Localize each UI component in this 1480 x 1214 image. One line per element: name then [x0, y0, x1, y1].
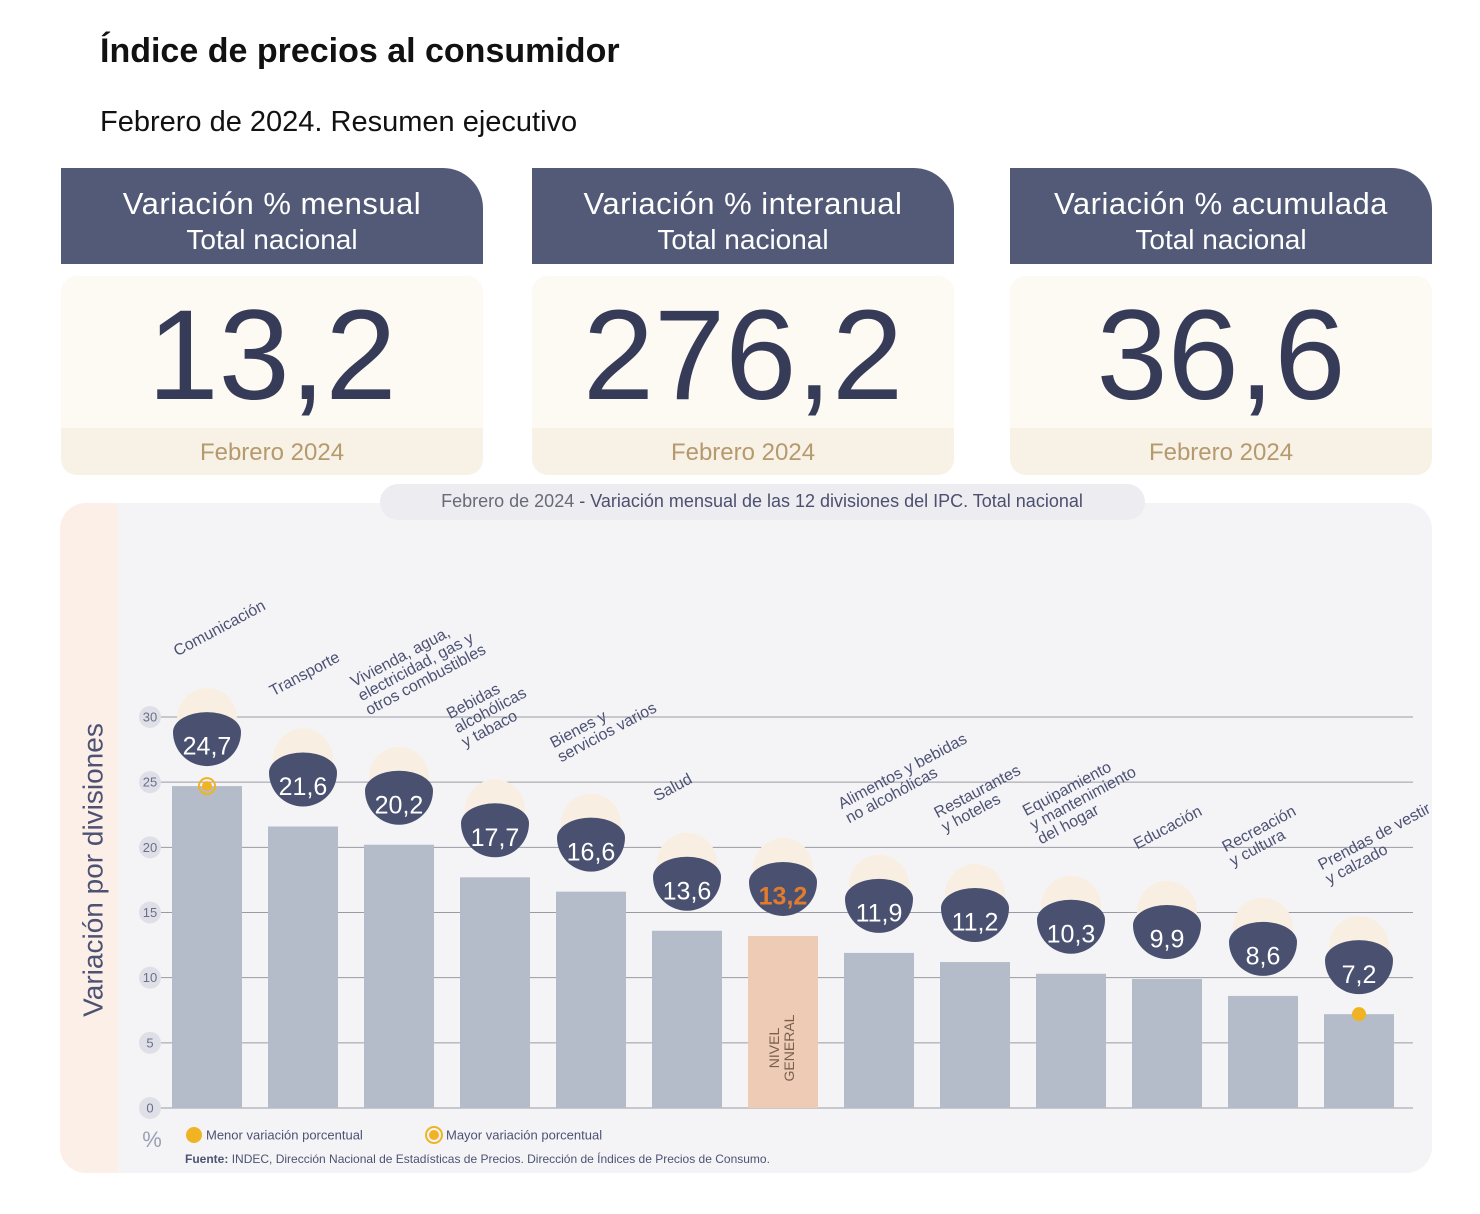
- max-marker: [202, 781, 212, 792]
- card-value: 13,2: [147, 284, 397, 427]
- value-badge: [845, 878, 913, 933]
- card-period: Febrero 2024: [1010, 428, 1432, 475]
- value-label: 21,6: [279, 773, 328, 801]
- y-tick-badge: [139, 966, 161, 989]
- y-tick-badge: [139, 836, 161, 859]
- bar: [172, 786, 242, 1108]
- y-tick-badge: [139, 1031, 161, 1054]
- bar: [1324, 1014, 1394, 1108]
- y-axis-label: Variación por divisiones: [77, 723, 108, 1017]
- value-badge: [173, 712, 241, 767]
- value-label: 13,6: [663, 877, 712, 905]
- card-period: Febrero 2024: [532, 428, 954, 475]
- card: Variación % mensual Total nacional 13,2 Feb…: [61, 168, 483, 475]
- legend-label: Mayor variación porcentual: [446, 1127, 602, 1142]
- category-label-line: GENERAL: [781, 1014, 797, 1081]
- category-label: NIVELGENERAL: [766, 1014, 797, 1081]
- page-subtitle: Febrero de 2024. Resumen ejecutivo: [100, 106, 578, 138]
- y-tick-badge: [139, 1097, 161, 1119]
- source: Fuente: INDEC, Dirección Nacional de Est…: [185, 1151, 770, 1166]
- chart-title-period: Febrero de 2024: [441, 491, 574, 511]
- side-strip: [60, 503, 118, 1173]
- value-badge: [749, 861, 817, 916]
- card-header: Variación % interanual Total nacional: [532, 168, 954, 264]
- value-label: 10,3: [1047, 920, 1096, 948]
- legend-marker: [429, 1130, 439, 1140]
- bar: [556, 891, 626, 1108]
- card-title: Variación % acumulada: [1054, 186, 1388, 221]
- bar: [460, 877, 530, 1108]
- value-label: 7,2: [1342, 961, 1377, 989]
- value-badge: [653, 856, 721, 911]
- card-subtitle: Total nacional: [1135, 224, 1307, 255]
- card-body: 13,2 Febrero 2024: [61, 276, 483, 475]
- y-tick-badge: [139, 771, 161, 794]
- value-badge: [1229, 921, 1297, 976]
- bar: [364, 844, 434, 1108]
- value-label: 16,6: [567, 838, 616, 866]
- card-value: 276,2: [582, 284, 904, 427]
- bar: [748, 935, 818, 1108]
- value-badge: [1325, 940, 1393, 995]
- card-title: Variación % interanual: [583, 186, 903, 221]
- y-tick-label: 20: [143, 840, 157, 855]
- card: Variación % acumulada Total nacional 36,6 F…: [1010, 168, 1432, 475]
- bar: [268, 826, 338, 1108]
- y-tick-label: 5: [146, 1035, 153, 1050]
- value-label: 11,2: [952, 909, 999, 937]
- unit-label: %: [142, 1127, 162, 1152]
- category-label-line: NIVEL: [766, 1028, 782, 1069]
- source-label: Fuente:: [185, 1152, 228, 1166]
- value-badge: [941, 888, 1009, 943]
- chart-title-pill: [380, 484, 1145, 520]
- card: Variación % interanual Total nacional 276,…: [532, 168, 954, 475]
- bar: [1036, 973, 1106, 1108]
- card-body: 276,2 Febrero 2024: [532, 276, 954, 475]
- value-label: 8,6: [1246, 943, 1281, 971]
- chart-title-main: - Variación mensual de las 12 divisiones…: [579, 491, 1083, 511]
- bar: [844, 952, 914, 1108]
- card-title: Variación % mensual: [122, 186, 422, 221]
- value-badge: [557, 817, 625, 872]
- card-value: 36,6: [1096, 284, 1346, 427]
- value-label: 13,2: [759, 883, 808, 911]
- value-label: 9,9: [1150, 926, 1185, 954]
- min-marker: [1352, 1007, 1366, 1022]
- page-title: Índice de precios al consumidor: [100, 32, 620, 70]
- legend-marker: [186, 1127, 202, 1143]
- bar: [1228, 995, 1298, 1108]
- card-period: Febrero 2024: [61, 428, 483, 475]
- card-body: 36,6 Febrero 2024: [1010, 276, 1432, 475]
- card-header: Variación % mensual Total nacional: [61, 168, 483, 264]
- legend-label: Menor variación porcentual: [206, 1127, 363, 1142]
- bar: [652, 930, 722, 1108]
- value-label: 17,7: [471, 824, 520, 852]
- card-header: Variación % acumulada Total nacional: [1010, 168, 1432, 264]
- card-subtitle: Total nacional: [657, 224, 829, 255]
- legend-ring: [425, 1126, 443, 1144]
- y-tick-label: 30: [143, 709, 157, 724]
- value-badge: [1037, 899, 1105, 954]
- y-tick-label: 15: [143, 905, 157, 920]
- y-tick-label: 10: [143, 970, 157, 985]
- value-badge: [365, 770, 433, 825]
- y-tick-badge: [139, 901, 161, 924]
- max-marker-ring: [198, 777, 216, 796]
- value-badge: [269, 752, 337, 807]
- value-label: 20,2: [375, 791, 424, 819]
- bar: [940, 962, 1010, 1108]
- value-badge: [1133, 904, 1201, 959]
- chart-title: Febrero de 2024 - Variación mensual de l…: [441, 491, 1083, 511]
- value-badge: [461, 803, 529, 858]
- y-tick-badge: [139, 706, 161, 728]
- value-label: 24,7: [183, 733, 232, 761]
- value-label: 11,9: [856, 900, 903, 928]
- source-text: INDEC, Dirección Nacional de Estadística…: [232, 1151, 770, 1166]
- bar: [1132, 978, 1202, 1108]
- y-tick-label: 0: [146, 1100, 153, 1115]
- y-tick-label: 25: [143, 775, 157, 790]
- card-subtitle: Total nacional: [186, 224, 358, 255]
